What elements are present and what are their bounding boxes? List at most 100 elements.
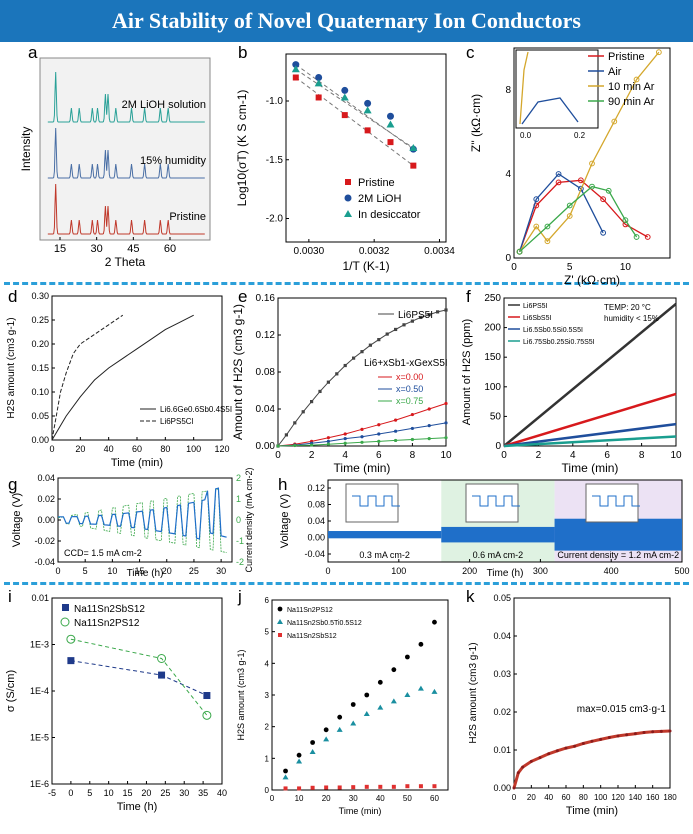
legend-heading: Li6+xSb1-xGexS5I [364, 358, 448, 369]
y-tick-label: -1.5 [266, 155, 284, 166]
x-tick-label: 80 [160, 444, 170, 454]
y2-tick-label: 2 [236, 473, 241, 483]
y-tick-label: 0.25 [31, 315, 49, 325]
y2-tick-label: -1 [236, 536, 244, 546]
plot-frame [513, 47, 671, 259]
y-tick-label: 6 [265, 596, 270, 605]
data-point [577, 177, 584, 184]
x-tick-label: 100 [186, 444, 201, 454]
x-tick-label: 500 [674, 566, 689, 576]
y-axis-label: σ (S/cm) [5, 670, 17, 712]
plot-frame [503, 297, 677, 447]
y-tick-label: 0.02 [37, 494, 55, 504]
y2-tick-label: 0 [236, 515, 241, 525]
data-point [326, 380, 330, 384]
fit-line [295, 68, 414, 149]
trace-label: Pristine [169, 211, 206, 223]
data-point [296, 752, 302, 758]
data-point [318, 389, 322, 394]
data-point [427, 407, 431, 411]
y-tick-label: 0.02 [493, 707, 511, 717]
data-point [544, 223, 551, 230]
y-tick-label: 0 [495, 441, 501, 452]
y-tick-label: 1E-3 [30, 640, 49, 650]
data-point [323, 727, 329, 733]
divider-2 [4, 582, 689, 585]
data-point [368, 343, 372, 347]
y2-axis-label: Current density (mA cm-2) [244, 467, 254, 572]
h2s-curve [51, 314, 124, 441]
x-tick-label: 25 [160, 788, 170, 798]
x-tick-label: 0 [270, 794, 275, 803]
data-point [377, 338, 381, 342]
data-point [611, 118, 618, 125]
data-point [538, 756, 542, 760]
data-point [516, 248, 523, 255]
y-tick-label: 100 [484, 382, 501, 393]
data-point [310, 785, 315, 790]
data-point [651, 730, 655, 734]
x-axis-label: 2 Theta [105, 255, 146, 269]
panel-g: g0 5 10 15 20 25 300.040.020.00-0.02-0.04210-1… [8, 467, 254, 579]
data-point [378, 784, 383, 789]
h2s-line [503, 302, 677, 447]
x-tick-label: 30 [179, 788, 189, 798]
region-label: 0.6 mA cm-2 [473, 550, 524, 560]
data-point [410, 319, 414, 323]
y-axis-label: H2S amount (cm3 g-1) [236, 649, 246, 740]
data-point [282, 774, 289, 780]
data-point [360, 350, 364, 354]
x-tick-label: 5 [87, 788, 92, 798]
x-tick-label: 5 [83, 566, 88, 576]
y-tick-label: 0.01 [31, 593, 49, 603]
legend-label: In desiccator [358, 209, 421, 221]
panel-label: b [238, 43, 247, 62]
inset-curve [521, 97, 579, 125]
panel-d: d 0 20 40 60 80 100 120 0.00 0.05 0.10 0.15 0.20 0.25… [6, 287, 232, 469]
y-tick-label: -0.02 [34, 536, 55, 546]
y-tick-label: 0.00 [37, 515, 55, 525]
y-tick-label: 150 [484, 352, 501, 363]
y-axis-label: H2S amount (cm3 g-1) [468, 642, 479, 743]
data-point [386, 112, 394, 120]
y-tick-label: 1E-5 [30, 733, 49, 743]
data-point [363, 106, 372, 114]
h2s-curve [51, 314, 194, 441]
panel-f: f0 2 4 6 8 10050100150200250Li6PS5ILi6SbS5ILi… [461, 287, 682, 475]
data-point [409, 144, 418, 151]
inset-wave [592, 495, 640, 507]
data-point [410, 426, 414, 431]
x-tick-label: 4 [570, 450, 576, 461]
legend-label: x=0.00 [396, 372, 423, 382]
data-point [67, 657, 75, 665]
region-label: Current density = 1.2 mA cm-2 [557, 550, 679, 560]
y-tick-label: -2.0 [266, 214, 284, 225]
data-point [405, 784, 410, 789]
x-tick-label: 10 [107, 566, 117, 576]
x-tick-label: 20 [141, 788, 151, 798]
y-axis-label: Intensity [19, 127, 33, 172]
panel-label: k [466, 587, 475, 606]
y-tick-label: 0.00 [307, 533, 325, 543]
zoom-inset [585, 483, 639, 523]
y-tick-label: 3 [265, 691, 270, 700]
y-tick-label: 0.03 [493, 669, 511, 679]
xrd-trace [47, 183, 205, 235]
y-tick-label: 0.04 [37, 473, 55, 483]
data-point [391, 667, 397, 673]
data-point [360, 440, 364, 444]
legend-label: 90 min Ar [608, 96, 655, 108]
data-point [599, 737, 603, 741]
data-point [521, 765, 525, 769]
data-point [600, 229, 607, 236]
data-point [668, 729, 672, 733]
data-point [158, 671, 166, 679]
data-point [564, 746, 568, 750]
x-tick-label: 2 [536, 450, 542, 461]
zoom-inset [465, 483, 519, 523]
x-tick-label: 35 [198, 788, 208, 798]
data-point [394, 438, 398, 443]
data-point [360, 435, 364, 439]
x-tick-label: 40 [104, 444, 114, 454]
data-point [385, 332, 389, 336]
